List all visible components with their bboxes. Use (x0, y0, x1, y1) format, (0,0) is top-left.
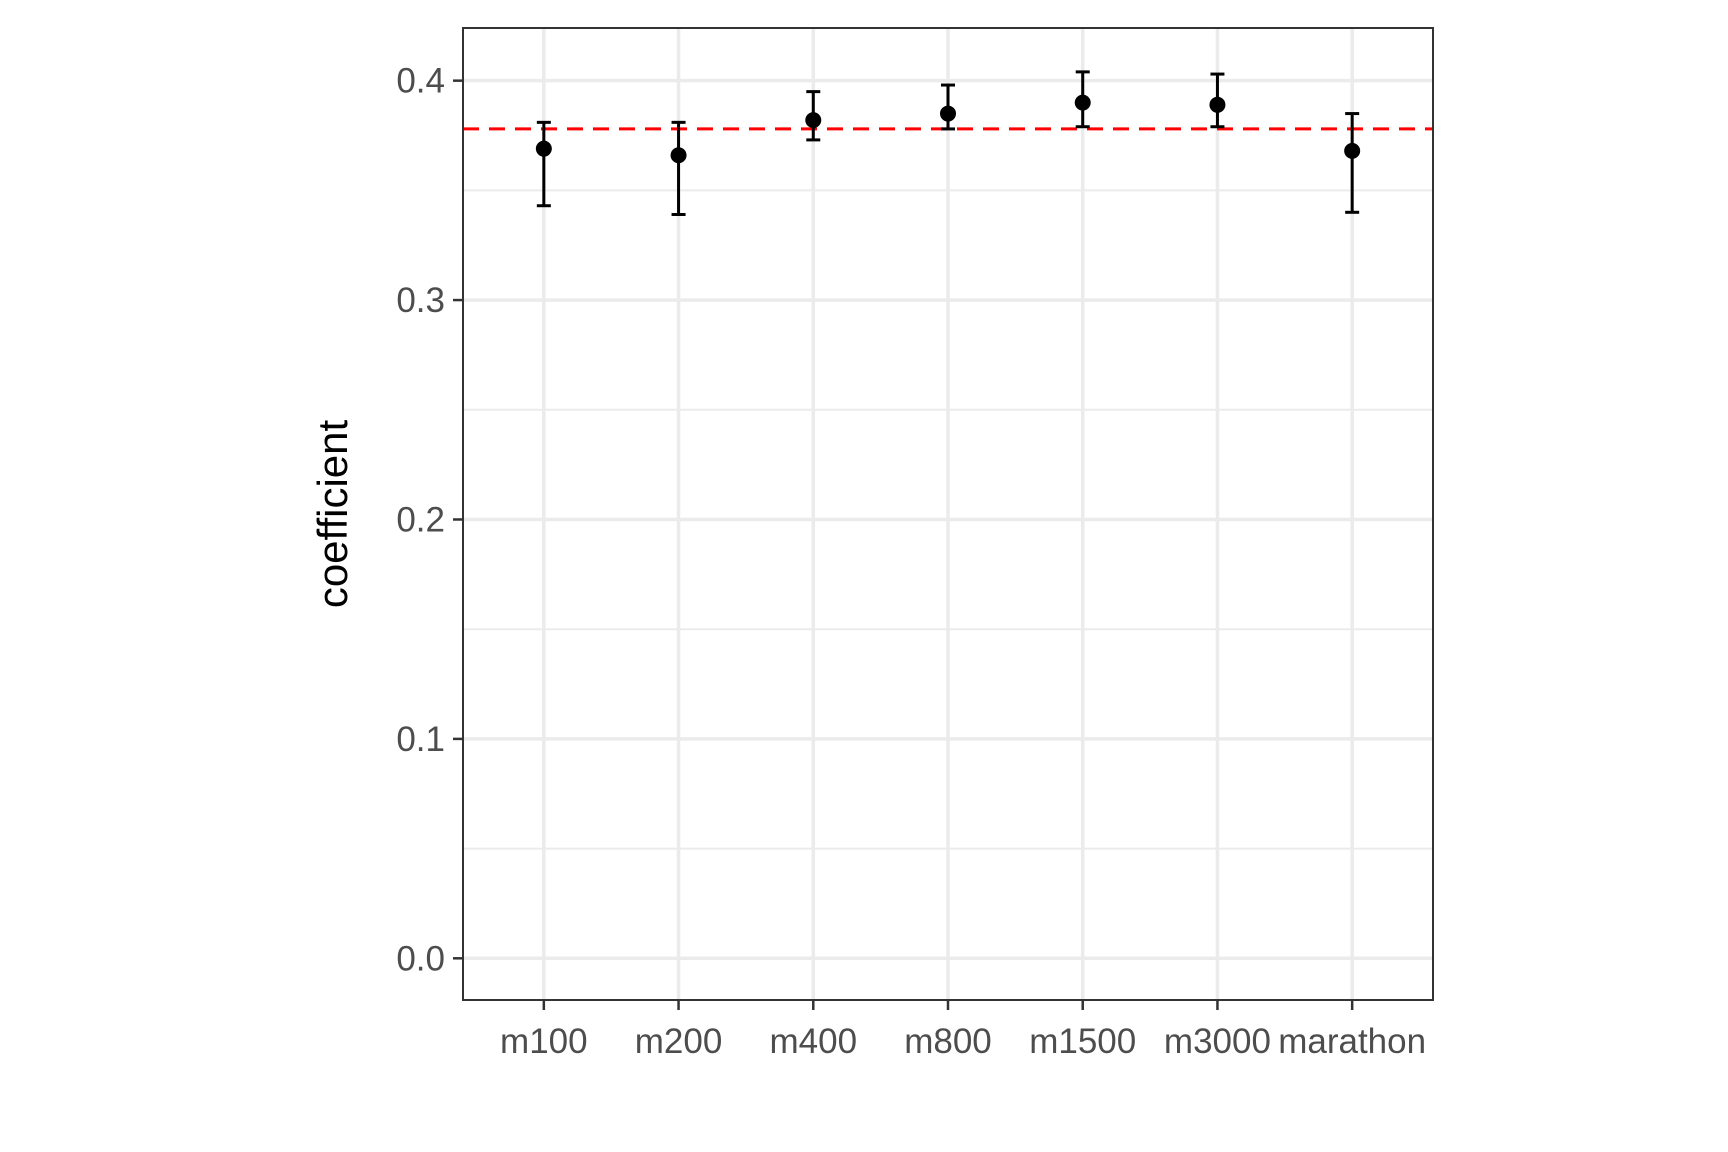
y-tick-label: 0.2 (396, 500, 445, 539)
x-tick-label: m400 (769, 1022, 857, 1061)
point-marathon (1344, 142, 1361, 159)
point-m1500 (1074, 94, 1091, 111)
point-m800 (940, 105, 956, 122)
x-tick-label: marathon (1278, 1022, 1426, 1061)
x-tick-label: m1500 (1029, 1022, 1136, 1061)
x-tick-label: m200 (635, 1022, 723, 1061)
x-tick-label: m100 (500, 1022, 588, 1061)
x-axis: m100 m200 m400 m800 m1500 m3000 marathon (500, 1000, 1426, 1061)
y-tick-label: 0.1 (396, 720, 445, 759)
point-m400 (805, 112, 822, 129)
y-tick-label: 0.4 (396, 62, 445, 101)
y-tick-label: 0.3 (396, 281, 445, 320)
y-axis-title: coefficient (309, 419, 356, 608)
point-m3000 (1209, 96, 1226, 113)
x-tick-label: m800 (904, 1022, 992, 1061)
point-m100 (535, 140, 552, 157)
x-tick-label: m3000 (1164, 1022, 1271, 1061)
point-m200 (670, 147, 687, 164)
point-layer (535, 94, 1361, 164)
y-axis: 0.0 0.1 0.2 0.3 0.4 (396, 62, 463, 978)
y-tick-label: 0.0 (396, 939, 445, 978)
